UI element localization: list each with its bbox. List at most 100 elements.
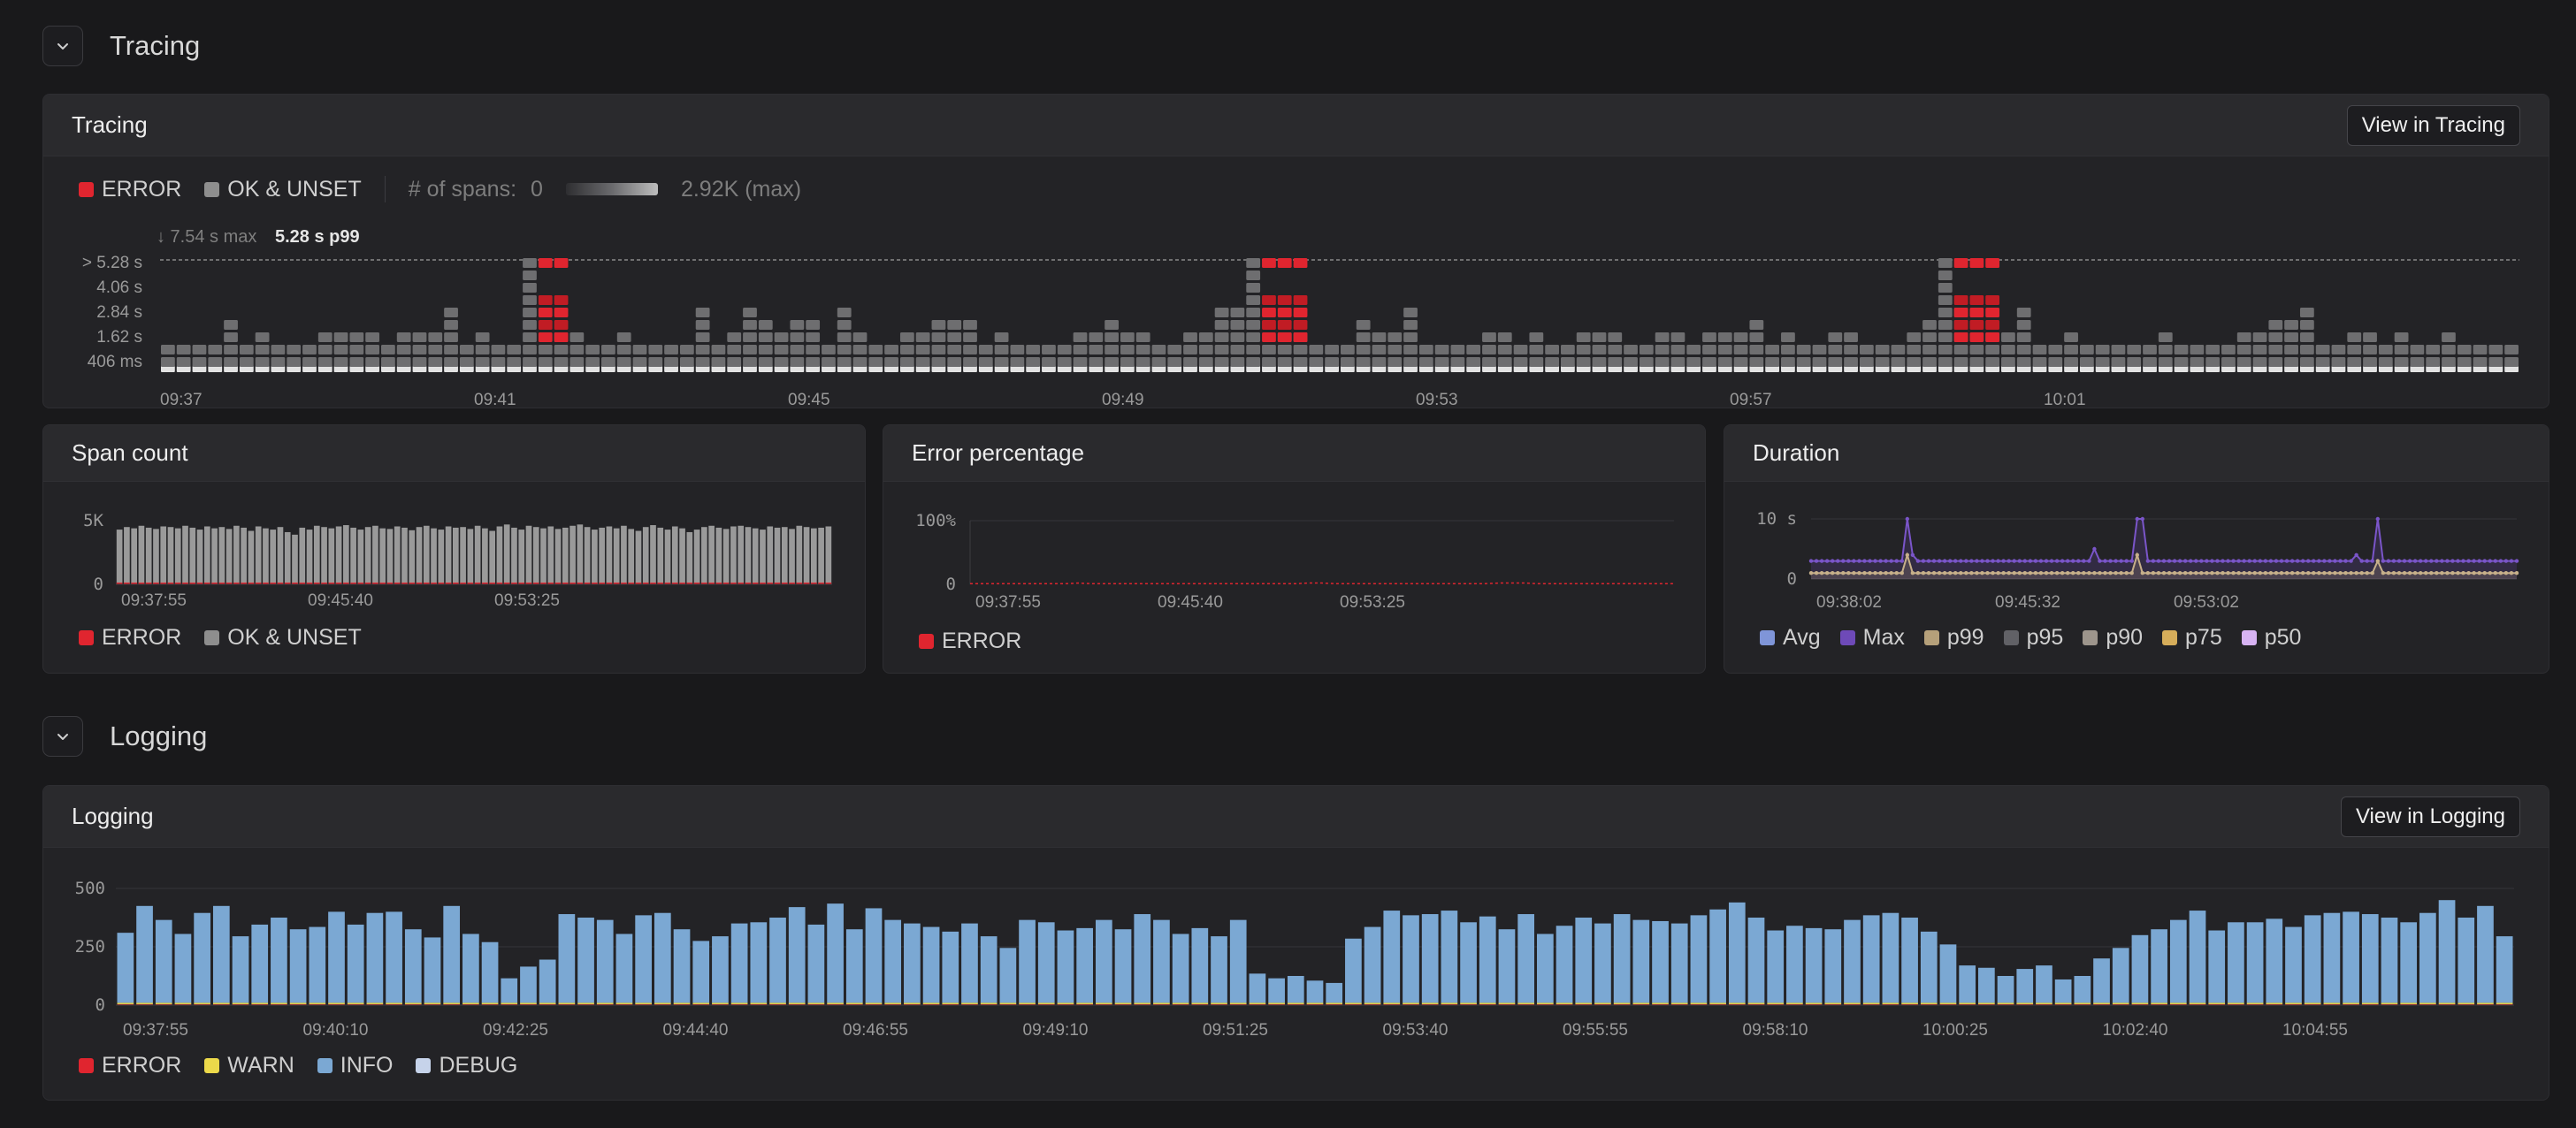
legend-p90[interactable]: p90 — [2083, 625, 2143, 651]
heatmap-cell — [2426, 366, 2441, 372]
tracing-collapse-button[interactable] — [42, 26, 83, 66]
log-warn-bar — [347, 1002, 364, 1004]
log-warn-bar — [1997, 1002, 2014, 1004]
span-bar — [722, 529, 730, 584]
duration-point — [2028, 559, 2033, 563]
heatmap-cell — [2252, 345, 2267, 354]
span-bar — [153, 529, 159, 584]
legend-info[interactable]: INFO — [317, 1053, 393, 1078]
heatmap-cell — [1922, 357, 1937, 367]
span-error-bar — [592, 583, 598, 584]
heatmap-error-cell — [554, 258, 569, 268]
log-info-bar — [1594, 923, 1611, 1003]
legend-debug[interactable]: DEBUG — [416, 1053, 517, 1078]
log-info-bar — [2169, 919, 2187, 1003]
heatmap-cell — [899, 357, 914, 367]
log-warn-bar — [1709, 1002, 1726, 1004]
log-warn-bar — [1153, 1002, 1170, 1004]
log-warn-bar — [2228, 1002, 2244, 1004]
heatmap-cell — [2079, 345, 2094, 354]
view-in-logging-button[interactable]: View in Logging — [2340, 796, 2520, 837]
duration-point — [2135, 516, 2139, 522]
error-percentage-chart[interactable]: 100%009:37:55 09:45:40 09:53:25 — [883, 487, 1706, 620]
duration-point — [2284, 571, 2289, 575]
duration-point — [2247, 571, 2251, 575]
span-bar — [335, 526, 342, 584]
legend-max[interactable]: Max — [1839, 625, 1905, 651]
legend-avg[interactable]: Avg — [1760, 625, 1821, 651]
ok-swatch — [204, 181, 220, 197]
heatmap-cell — [459, 366, 474, 372]
duration-point — [2445, 571, 2450, 575]
y-tick-label: 0 — [1787, 569, 1797, 589]
duration-point — [2124, 571, 2129, 575]
heatmap-cell — [2457, 357, 2472, 367]
legend-error[interactable]: ERROR — [79, 1053, 181, 1078]
duration-point — [1985, 559, 1990, 563]
y-tick-label: 10 s — [1756, 509, 1797, 529]
legend-error[interactable]: ERROR — [919, 629, 1021, 654]
heatmap-error-cell — [1293, 258, 1308, 268]
view-in-tracing-button[interactable]: View in Tracing — [2346, 104, 2520, 146]
duration-point — [2215, 571, 2220, 575]
log-info-bar — [1556, 926, 1573, 1003]
heatmap-cell — [2442, 357, 2456, 367]
span-error-bar — [292, 583, 298, 584]
log-error-bar — [309, 1003, 326, 1005]
legend-p99[interactable]: p99 — [1923, 625, 1984, 651]
heatmap-cell — [2473, 345, 2488, 354]
error-swatch — [79, 181, 94, 197]
heatmap-cell — [1513, 366, 1528, 372]
heatmap-cell — [1450, 345, 1465, 354]
logging-section-title: Logging — [110, 720, 208, 751]
heatmap-cell — [2268, 366, 2283, 372]
heatmap-cell — [507, 366, 522, 372]
log-error-bar — [2208, 1003, 2226, 1005]
heatmap-cell — [1356, 320, 1371, 330]
duration-point — [1969, 571, 1974, 575]
duration-point — [2472, 571, 2476, 575]
heatmap-cell — [2221, 357, 2236, 367]
heatmap-error-cell — [538, 308, 553, 317]
span-bar — [386, 529, 394, 584]
duration-point — [2456, 559, 2460, 563]
log-info-bar — [443, 905, 461, 1003]
duration-point — [1964, 571, 1968, 575]
legend-p95[interactable]: p95 — [2003, 625, 2063, 651]
heatmap-cell — [2363, 332, 2377, 342]
legend-warn[interactable]: WARN — [204, 1053, 294, 1078]
heatmap-error-cell — [538, 258, 553, 268]
log-info-bar — [1862, 915, 1880, 1003]
span-bar — [357, 530, 364, 584]
legend-p50[interactable]: p50 — [2241, 625, 2301, 651]
span-bar — [313, 525, 320, 584]
log-warn-bar — [481, 1002, 499, 1004]
legend-error[interactable]: ERROR — [79, 177, 181, 202]
legend-ok-unset[interactable]: OK & UNSET — [204, 625, 362, 651]
log-error-bar — [232, 1003, 249, 1005]
log-warn-bar — [117, 1002, 134, 1004]
span-error-bar — [270, 583, 277, 584]
logging-collapse-button[interactable] — [42, 716, 83, 757]
legend-error[interactable]: ERROR — [79, 625, 181, 651]
log-error-bar — [1306, 1003, 1324, 1005]
duration-point — [2370, 571, 2374, 575]
log-error-bar — [424, 1003, 441, 1005]
legend-p75[interactable]: p75 — [2162, 625, 2222, 651]
heatmap-cell — [381, 366, 395, 372]
log-error-bar — [1747, 1003, 1765, 1005]
span-error-bar — [321, 583, 327, 584]
log-info-bar — [1728, 902, 1746, 1003]
heatmap-cell — [1262, 366, 1276, 372]
heatmap-cell — [1545, 345, 1560, 354]
legend-ok-unset[interactable]: OK & UNSET — [204, 177, 362, 202]
heatmap-cell — [569, 357, 585, 367]
p75-swatch — [2162, 630, 2178, 645]
log-warn-bar — [1939, 1002, 1957, 1004]
heatmap-cell — [396, 366, 411, 372]
duration-point — [1852, 559, 1856, 563]
